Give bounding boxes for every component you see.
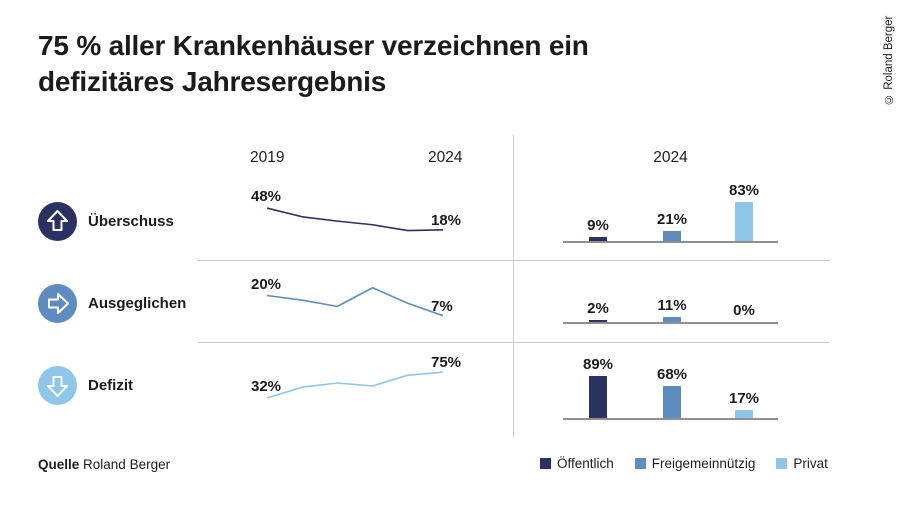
line-year-end-header: 2024 bbox=[428, 149, 463, 166]
page-title: 75 % aller Krankenhäuser verzeichnen ein… bbox=[38, 28, 738, 101]
bar-value-label: 89% bbox=[582, 356, 614, 373]
bar-chart-ueberschuss: 9% 21% 83% bbox=[563, 182, 778, 243]
bar-baseline bbox=[563, 322, 778, 324]
bar-baseline bbox=[563, 418, 778, 420]
trend-line bbox=[266, 371, 444, 399]
line-chart-ausgeglichen: 20% 7% bbox=[251, 276, 465, 335]
legend-item-privat: Privat bbox=[776, 456, 828, 471]
bar-value-label: 17% bbox=[728, 390, 760, 407]
bar-value-label: 11% bbox=[657, 297, 687, 314]
horizontal-divider-2 bbox=[198, 342, 830, 343]
arrow-right-icon bbox=[38, 284, 77, 323]
source-prefix: Quelle bbox=[38, 457, 80, 472]
bar-value-label: 21% bbox=[656, 211, 688, 228]
bar-privat bbox=[735, 410, 753, 418]
line-end-value: 7% bbox=[431, 297, 453, 315]
line-year-start-header: 2019 bbox=[250, 149, 285, 166]
line-chart-ueberschuss: 48% 18% bbox=[251, 188, 465, 250]
legend: Öffentlich Freigemeinnützig Privat bbox=[540, 456, 828, 471]
bar-chart-ausgeglichen: 2% 11% 0% bbox=[563, 263, 778, 324]
line-start-value: 48% bbox=[251, 188, 282, 206]
bar-freigemeinnützig bbox=[663, 317, 681, 322]
bar-freigemeinnützig bbox=[663, 386, 681, 418]
bar-freigemeinnützig bbox=[663, 231, 681, 241]
horizontal-divider-1 bbox=[198, 260, 830, 261]
line-end-value: 75% bbox=[431, 354, 462, 372]
legend-swatch-privat bbox=[776, 458, 788, 469]
copyright-label: © Roland Berger bbox=[883, 15, 895, 105]
arrow-up-icon bbox=[38, 202, 77, 241]
bar-öffentlich bbox=[589, 376, 607, 418]
row-label-defizit: Defizit bbox=[88, 377, 133, 394]
line-end-value: 18% bbox=[431, 211, 462, 229]
trend-line bbox=[266, 207, 444, 232]
line-start-value: 32% bbox=[251, 378, 282, 395]
page-title-line2: defizitäres Jahresergebnis bbox=[38, 66, 387, 98]
bar-year-header: 2024 bbox=[653, 149, 688, 166]
trend-line bbox=[266, 286, 444, 317]
legend-swatch-oeffentlich bbox=[540, 458, 551, 469]
source-text: Roland Berger bbox=[83, 457, 171, 472]
legend-item-freigemeinnuetzig: Freigemeinnützig bbox=[634, 456, 756, 471]
row-label-ausgeglichen: Ausgeglichen bbox=[88, 295, 187, 312]
bar-value-label: 2% bbox=[587, 300, 609, 317]
legend-label-privat: Privat bbox=[793, 456, 828, 471]
line-chart-defizit: 32% 75% bbox=[251, 354, 465, 420]
legend-label-freigemeinnuetzig: Freigemeinnützig bbox=[651, 456, 756, 471]
bar-öffentlich bbox=[589, 320, 607, 322]
bar-privat bbox=[735, 202, 753, 241]
bar-value-label: 9% bbox=[587, 217, 609, 234]
arrow-down-icon bbox=[38, 366, 77, 405]
bar-öffentlich bbox=[589, 237, 607, 241]
vertical-divider bbox=[513, 135, 514, 437]
bar-value-label: 0% bbox=[733, 302, 755, 319]
line-start-value: 20% bbox=[251, 275, 282, 293]
bar-baseline bbox=[563, 241, 778, 243]
source-label: Quelle Roland Berger bbox=[38, 457, 170, 472]
legend-label-oeffentlich: Öffentlich bbox=[557, 456, 614, 471]
bar-value-label: 83% bbox=[728, 182, 760, 199]
page-title-line1: 75 % aller Krankenhäuser verzeichnen ein bbox=[38, 30, 589, 61]
legend-swatch-freigemeinnuetzig bbox=[634, 458, 646, 469]
legend-item-oeffentlich: Öffentlich bbox=[540, 456, 614, 471]
row-label-ueberschuss: Überschuss bbox=[88, 213, 174, 230]
bar-value-label: 68% bbox=[656, 366, 688, 383]
bar-chart-defizit: 89% 68% 17% bbox=[563, 356, 778, 420]
